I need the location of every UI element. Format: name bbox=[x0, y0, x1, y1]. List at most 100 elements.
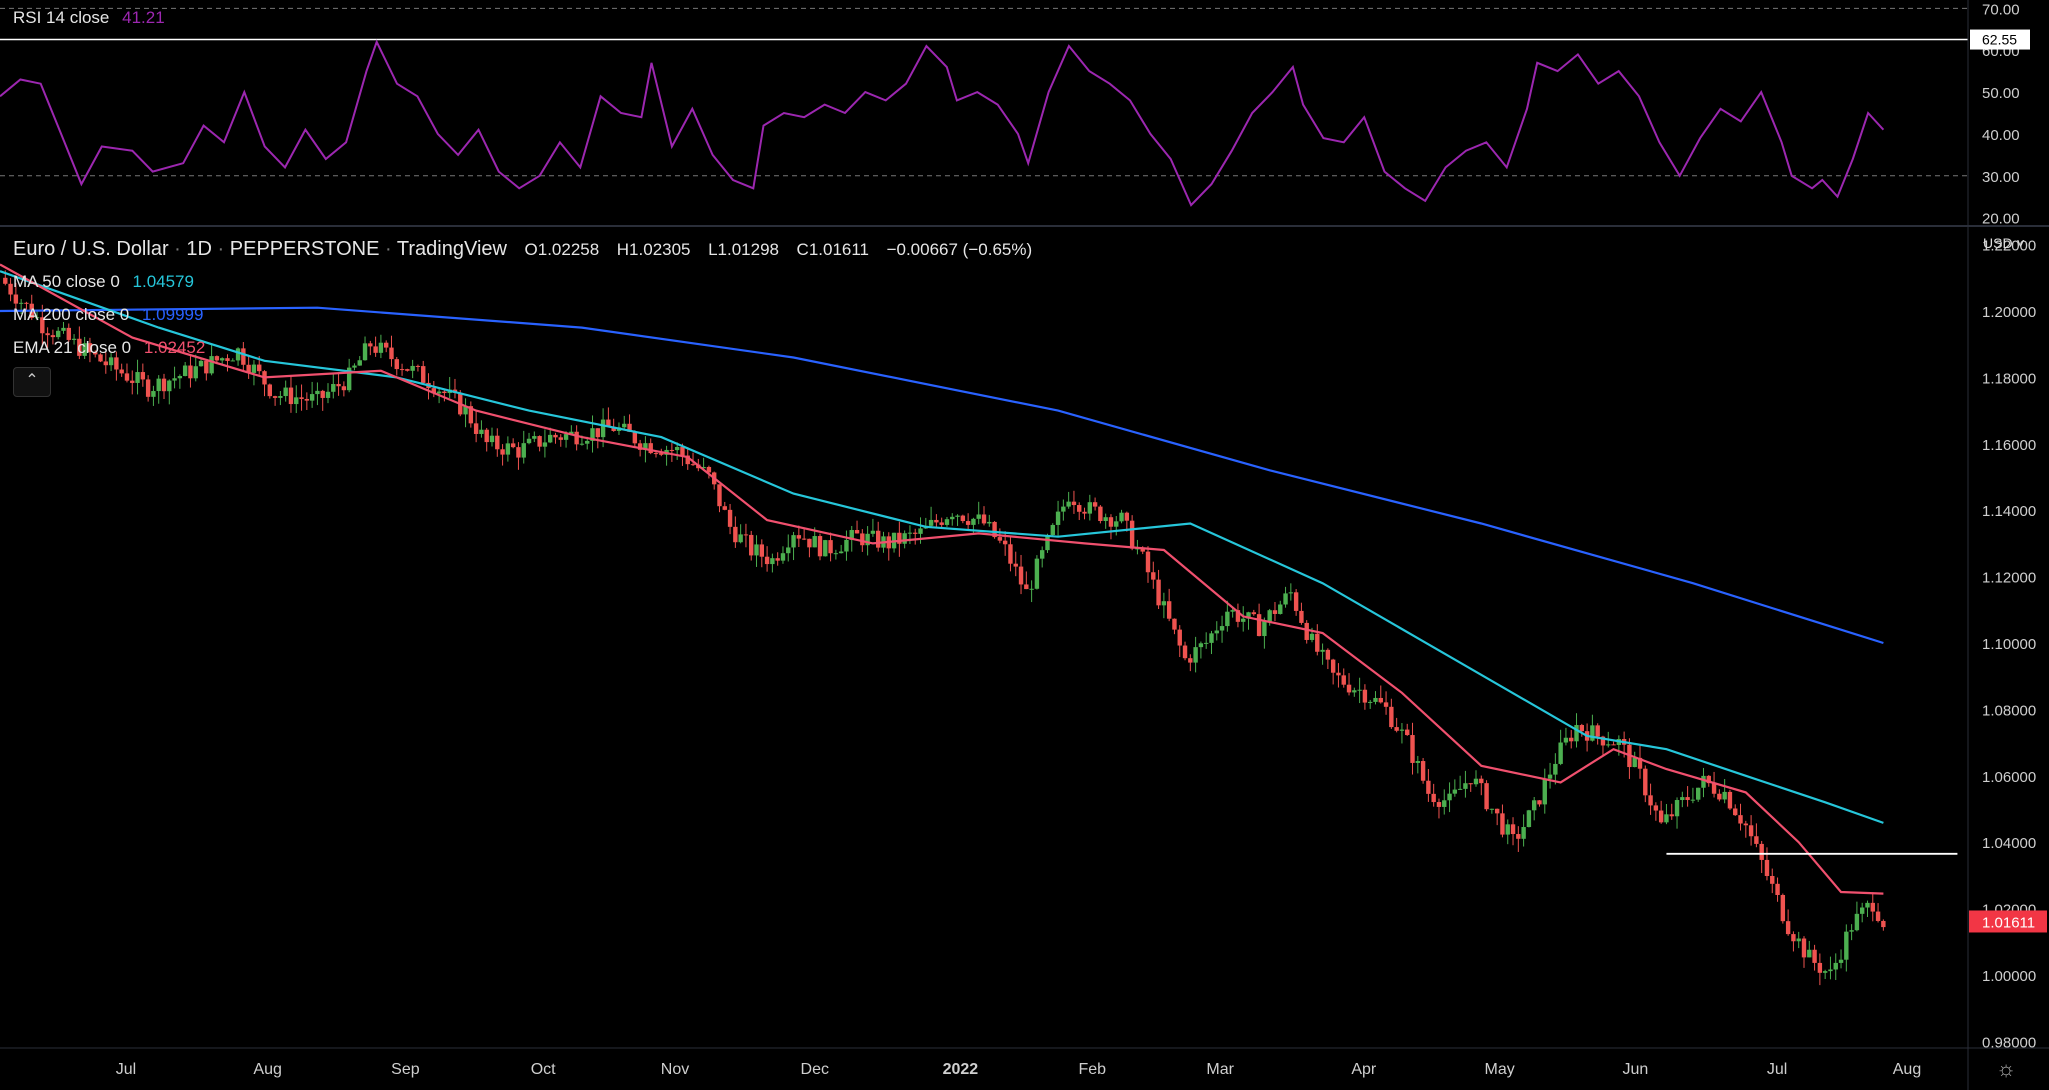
candle-body bbox=[1822, 971, 1828, 973]
candle-body bbox=[140, 372, 146, 380]
candle-body bbox=[1664, 814, 1669, 823]
candle-body bbox=[1637, 757, 1643, 769]
candle-body bbox=[1309, 633, 1315, 640]
candle-body bbox=[1346, 684, 1352, 693]
candle-body bbox=[717, 484, 722, 507]
ma200-label: MA 200 close 0 bbox=[13, 305, 130, 324]
candle-body bbox=[124, 373, 130, 381]
candle-body bbox=[383, 342, 389, 348]
candle-body bbox=[1733, 808, 1738, 816]
candle-body bbox=[55, 330, 61, 338]
candle-body bbox=[1632, 757, 1637, 768]
candle-body bbox=[1701, 775, 1706, 788]
candle-body bbox=[463, 406, 468, 415]
candle-body bbox=[1008, 544, 1013, 564]
candle-body bbox=[801, 538, 807, 540]
time-tick-label: Jul bbox=[1767, 1061, 1787, 1078]
candle-body bbox=[547, 434, 553, 443]
price-tick-label: 1.04000 bbox=[1982, 835, 2036, 852]
candle-body bbox=[214, 356, 220, 361]
candle-body bbox=[526, 438, 532, 444]
candle-body bbox=[1135, 548, 1140, 550]
candle-body bbox=[685, 455, 690, 465]
candle-body bbox=[93, 352, 98, 355]
candle-body bbox=[1336, 672, 1341, 676]
collapse-legend-button[interactable]: ⌃ bbox=[13, 367, 51, 397]
candle-body bbox=[352, 365, 357, 368]
rsi-line bbox=[0, 39, 1885, 207]
candle-body bbox=[1156, 579, 1161, 606]
candle-body bbox=[1643, 768, 1648, 796]
candle-body bbox=[897, 532, 902, 544]
price-tick-label: 1.08000 bbox=[1982, 702, 2036, 719]
ohlc-close: C1.01611 bbox=[796, 240, 870, 259]
candle-body bbox=[1706, 775, 1711, 784]
candle-body bbox=[130, 380, 135, 383]
candle-body bbox=[156, 378, 161, 392]
candle-body bbox=[690, 464, 696, 466]
time-tick-label: Dec bbox=[801, 1061, 829, 1078]
candle-body bbox=[838, 551, 844, 554]
candle-body bbox=[1241, 618, 1246, 622]
candle-body bbox=[1516, 834, 1521, 839]
candle-body bbox=[875, 530, 881, 548]
candle-body bbox=[177, 376, 183, 379]
candle-body bbox=[823, 540, 828, 557]
candle-body bbox=[960, 515, 966, 522]
candle-body bbox=[1034, 558, 1040, 589]
candle-body bbox=[1690, 799, 1696, 801]
candle-body bbox=[1484, 783, 1489, 810]
candle-body bbox=[66, 327, 71, 340]
ma50-value: 1.04579 bbox=[132, 272, 194, 291]
candle-body bbox=[1071, 501, 1077, 506]
candle-body bbox=[114, 357, 119, 370]
currency-selector[interactable]: USD ˅ bbox=[1983, 235, 2025, 251]
candle-body bbox=[1050, 524, 1055, 536]
candle-body bbox=[627, 423, 632, 432]
candle-body bbox=[415, 365, 421, 367]
candle-body bbox=[1457, 788, 1463, 790]
candle-body bbox=[219, 358, 225, 361]
candle-body bbox=[1235, 610, 1241, 622]
symbol-name: Euro / U.S. Dollar bbox=[13, 238, 169, 260]
candle-body bbox=[1473, 778, 1479, 785]
candle-body bbox=[1875, 911, 1881, 921]
price-tick-label: 1.22000 bbox=[1982, 238, 2036, 255]
candle-body bbox=[1193, 647, 1198, 663]
candle-body bbox=[299, 397, 304, 399]
candle-body bbox=[727, 509, 733, 527]
ma50-label: MA 50 close 0 bbox=[13, 272, 120, 291]
candle-body bbox=[622, 423, 627, 428]
candle-body bbox=[1066, 501, 1071, 507]
last-price-badge bbox=[1969, 910, 2047, 933]
ohlc-open: O1.02258 bbox=[524, 240, 600, 259]
candle-body bbox=[1574, 725, 1579, 742]
candle-body bbox=[320, 390, 325, 398]
candle-body bbox=[971, 518, 976, 525]
candle-body bbox=[1870, 902, 1875, 912]
candle-body bbox=[1431, 793, 1436, 803]
candle-body bbox=[1711, 783, 1717, 794]
rsi-legend: RSI 14 close 41.21 bbox=[13, 8, 165, 28]
candle-body bbox=[733, 526, 738, 543]
candle-body bbox=[749, 534, 754, 556]
candle-body bbox=[1103, 517, 1108, 522]
candle-body bbox=[865, 533, 870, 546]
candle-body bbox=[77, 338, 82, 356]
gear-icon[interactable]: ☼ bbox=[1996, 1056, 2017, 1081]
candle-body bbox=[934, 519, 939, 523]
candle-body bbox=[870, 530, 876, 534]
candle-body bbox=[389, 347, 394, 360]
candle-body bbox=[965, 521, 971, 525]
candle-body bbox=[844, 539, 849, 552]
candle-body bbox=[1743, 823, 1749, 826]
candle-body bbox=[368, 343, 373, 347]
candle-body bbox=[1569, 737, 1574, 742]
candle-body bbox=[18, 302, 24, 304]
candle-body bbox=[1785, 921, 1791, 935]
candle-body bbox=[1166, 601, 1172, 619]
candle-body bbox=[1463, 783, 1468, 789]
candle-body bbox=[1447, 793, 1452, 801]
candle-body bbox=[1267, 610, 1272, 622]
time-tick-label: 2022 bbox=[943, 1061, 979, 1078]
